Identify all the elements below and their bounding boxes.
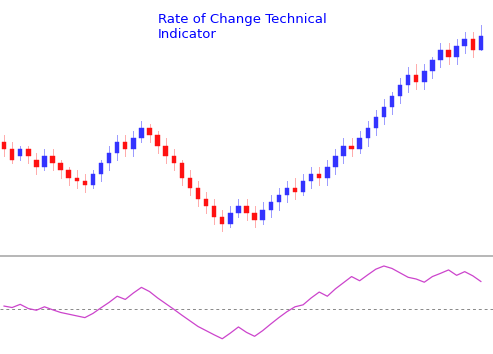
Bar	[422, 71, 426, 82]
Bar	[115, 142, 119, 153]
Bar	[293, 188, 297, 192]
Bar	[50, 156, 55, 163]
Bar	[365, 128, 370, 138]
Bar	[430, 61, 435, 71]
Bar	[42, 156, 47, 167]
Bar	[83, 181, 87, 185]
Bar	[414, 75, 419, 82]
Bar	[350, 145, 354, 149]
Text: Rate of Change Technical
Indicator: Rate of Change Technical Indicator	[158, 13, 326, 41]
Bar	[284, 188, 289, 195]
Bar	[446, 50, 451, 57]
Bar	[228, 213, 233, 224]
Bar	[107, 153, 111, 163]
Bar	[438, 50, 443, 61]
Bar	[252, 213, 257, 220]
Bar	[309, 174, 314, 181]
Bar	[390, 96, 394, 107]
Bar	[2, 142, 6, 149]
Bar	[317, 174, 321, 178]
Bar	[333, 156, 338, 167]
Bar	[406, 75, 410, 85]
Bar	[398, 85, 402, 96]
Bar	[188, 178, 192, 188]
Bar	[269, 202, 273, 210]
Bar	[236, 206, 241, 213]
Bar	[220, 217, 224, 224]
Bar	[374, 117, 378, 128]
Bar	[471, 39, 475, 50]
Bar	[172, 156, 176, 163]
Bar	[357, 138, 362, 149]
Bar	[382, 107, 386, 117]
Bar	[479, 35, 483, 50]
Bar	[260, 210, 265, 220]
Bar	[74, 178, 79, 181]
Bar	[58, 163, 63, 170]
Bar	[462, 39, 467, 46]
Bar	[147, 128, 152, 135]
Bar	[123, 142, 128, 149]
Bar	[67, 170, 71, 178]
Bar	[131, 138, 136, 149]
Bar	[34, 160, 38, 167]
Bar	[91, 174, 95, 185]
Bar	[455, 46, 459, 57]
Bar	[196, 188, 200, 199]
Bar	[204, 199, 209, 206]
Bar	[325, 167, 329, 178]
Bar	[277, 195, 281, 202]
Bar	[99, 163, 103, 174]
Bar	[212, 206, 216, 217]
Bar	[164, 145, 168, 156]
Bar	[341, 145, 346, 156]
Bar	[179, 163, 184, 178]
Bar	[26, 149, 31, 156]
Bar	[18, 149, 22, 156]
Bar	[244, 206, 249, 213]
Bar	[155, 135, 160, 145]
Bar	[301, 181, 305, 192]
Bar	[139, 128, 143, 138]
Bar	[10, 149, 14, 160]
